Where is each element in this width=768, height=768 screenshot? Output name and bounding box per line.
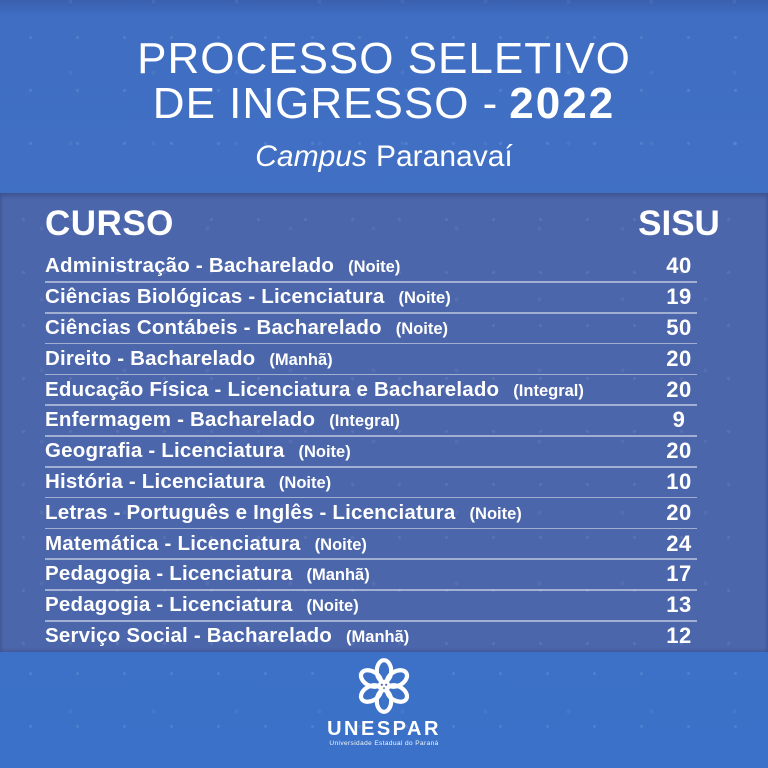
course-name: Ciências Contábeis - Bacharelado bbox=[45, 315, 382, 339]
table-row: Pedagogia - Licenciatura (Noite) 13 bbox=[45, 590, 723, 622]
table-row: Administração - Bacharelado (Noite) 40 bbox=[45, 251, 723, 283]
course-sisu-value: 19 bbox=[666, 284, 692, 310]
course-shift: (Noite) bbox=[348, 258, 401, 277]
unespar-wordmark: UNESPAR bbox=[327, 718, 441, 740]
column-header-curso: CURSO bbox=[45, 203, 174, 243]
course-sisu-value: 50 bbox=[666, 314, 692, 340]
course-shift: (Noite) bbox=[306, 597, 359, 616]
course-name: Serviço Social - Bacharelado bbox=[45, 623, 333, 647]
campus-name: Paranavaí bbox=[375, 140, 513, 173]
course-name: Geografia - Licenciatura bbox=[45, 439, 285, 463]
title-year: 2022 bbox=[509, 79, 616, 128]
table-row: História - Licenciatura (Noite) 10 bbox=[45, 467, 723, 499]
table-row: Direito - Bacharelado (Manhã) 20 bbox=[45, 343, 723, 375]
unespar-flower-logo bbox=[358, 658, 410, 714]
table-header-row: CURSO SISU bbox=[45, 193, 723, 251]
table-row: Geografia - Licenciatura (Noite) 20 bbox=[45, 436, 723, 468]
table-row: Educação Física - Licenciatura e Bachare… bbox=[45, 374, 723, 406]
course-shift: (Manhã) bbox=[269, 350, 333, 369]
course-sisu-value: 20 bbox=[666, 345, 692, 371]
table-row: Letras - Português e Inglês - Licenciatu… bbox=[45, 497, 723, 529]
course-sisu-value: 20 bbox=[666, 438, 692, 464]
course-sisu-value: 13 bbox=[666, 592, 692, 618]
column-header-sisu: SISU bbox=[638, 203, 720, 243]
course-name: Educação Física - Licenciatura e Bachare… bbox=[45, 377, 500, 401]
table-row: Enfermagem - Bacharelado (Integral) 9 bbox=[45, 405, 723, 437]
title-line-2: DE INGRESSO -2022 bbox=[0, 81, 768, 126]
poster-title: PROCESSO SELETIVO DE INGRESSO -2022 bbox=[0, 36, 768, 126]
campus-word: Campus bbox=[255, 140, 367, 173]
table-row: Ciências Contábeis - Bacharelado (Noite) … bbox=[45, 313, 723, 345]
course-name: Matemática - Licenciatura bbox=[45, 531, 301, 555]
course-shift: (Noite) bbox=[469, 504, 522, 523]
course-name: Enfermagem - Bacharelado bbox=[45, 408, 316, 432]
course-sisu-value: 12 bbox=[666, 622, 692, 648]
title-line-1: PROCESSO SELETIVO bbox=[137, 34, 631, 83]
course-name: Ciências Biológicas - Licenciatura bbox=[45, 285, 385, 309]
course-shift: (Noite) bbox=[278, 473, 332, 492]
table-row: Pedagogia - Licenciatura (Manhã) 17 bbox=[45, 559, 723, 591]
course-name: Pedagogia - Licenciatura bbox=[45, 593, 293, 617]
course-shift: (Integral) bbox=[513, 381, 584, 400]
course-name: Letras - Português e Inglês - Licenciatu… bbox=[45, 500, 456, 524]
course-name: História - Licenciatura bbox=[45, 469, 265, 493]
course-sisu-value: 9 bbox=[672, 407, 686, 433]
course-shift: (Noite) bbox=[398, 289, 451, 308]
course-sisu-value: 20 bbox=[666, 376, 692, 402]
course-shift: (Noite) bbox=[298, 443, 351, 462]
title-line-2-text: DE INGRESSO - bbox=[152, 79, 499, 128]
course-shift: (Manhã) bbox=[346, 627, 410, 646]
course-name: Pedagogia - Licenciatura bbox=[45, 562, 293, 586]
poster-footer: UNESPAR Universidade Estadual do Paraná bbox=[0, 656, 768, 748]
table-row: Ciências Biológicas - Licenciatura (Noite… bbox=[45, 282, 723, 314]
table-body: Administração - Bacharelado (Noite) 40 Ci… bbox=[45, 251, 723, 651]
table-row: Matemática - Licenciatura (Noite) 24 bbox=[45, 528, 723, 560]
course-shift: (Integral) bbox=[329, 412, 400, 431]
course-sisu-value: 40 bbox=[666, 253, 692, 279]
course-name: Administração - Bacharelado bbox=[45, 254, 335, 278]
course-shift: (Manhã) bbox=[306, 566, 370, 585]
course-sisu-value: 10 bbox=[666, 468, 692, 494]
course-name: Direito - Bacharelado bbox=[45, 346, 256, 370]
campus-subtitle: Campus Paranavaí bbox=[0, 140, 768, 174]
course-shift: (Noite) bbox=[395, 319, 449, 338]
course-sisu-value: 20 bbox=[666, 499, 692, 525]
course-shift: (Noite) bbox=[314, 535, 367, 554]
course-sisu-value: 17 bbox=[666, 561, 692, 587]
poster-header: PROCESSO SELETIVO DE INGRESSO -2022 Camp… bbox=[0, 36, 768, 174]
course-sisu-value: 24 bbox=[666, 530, 692, 556]
unespar-subtitle: Universidade Estadual do Paraná bbox=[329, 740, 439, 747]
table-row: Serviço Social - Bacharelado (Manhã) 12 bbox=[45, 621, 723, 652]
course-table: CURSO SISU Administração - Bacharelado (N… bbox=[0, 193, 768, 652]
